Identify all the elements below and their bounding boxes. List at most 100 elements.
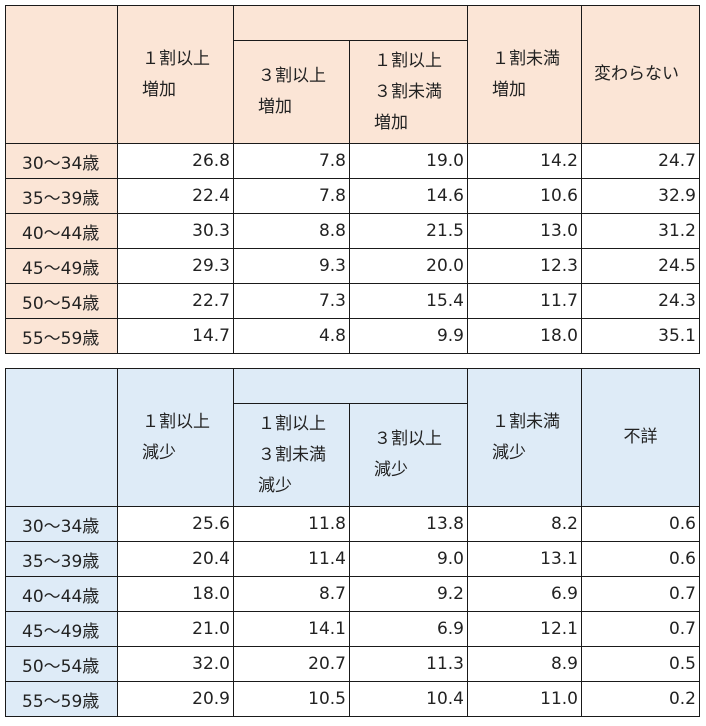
decrease-table: １割以上 減少 １割未満 減少 不詳 １割以上 ３割未満 減少 ３割以上 減少 … — [5, 368, 700, 717]
header-inc-col3: １割以上 ３割未満 増加 — [349, 40, 468, 144]
cell-value: 11.0 — [467, 681, 582, 717]
cell-value: 32.0 — [117, 646, 234, 682]
row-label: 50～54歳 — [5, 283, 118, 319]
row-label: 55～59歳 — [5, 681, 118, 717]
cell-value: 9.2 — [349, 576, 468, 612]
cell-value: 20.7 — [233, 646, 350, 682]
table-row: 35～39歳 20.4 11.4 9.0 13.1 0.6 — [5, 541, 700, 577]
table-row: 30～34歳 26.8 7.8 19.0 14.2 24.7 — [5, 143, 700, 179]
cell-value: 25.6 — [117, 506, 234, 542]
cell-value: 19.0 — [349, 143, 468, 179]
cell-value: 0.2 — [581, 681, 700, 717]
row-label: 40～44歳 — [5, 213, 118, 249]
cell-value: 14.2 — [467, 143, 582, 179]
table-row: 35～39歳 22.4 7.8 14.6 10.6 32.9 — [5, 178, 700, 214]
cell-value: 0.6 — [581, 541, 700, 577]
cell-value: 24.7 — [581, 143, 700, 179]
table-row: 30～34歳 25.6 11.8 13.8 8.2 0.6 — [5, 506, 700, 542]
cell-value: 10.5 — [233, 681, 350, 717]
cell-value: 20.0 — [349, 248, 468, 284]
cell-value: 20.9 — [117, 681, 234, 717]
header-dec-col5: 不詳 — [581, 368, 700, 507]
header-inc-col1: １割以上 増加 — [117, 5, 234, 144]
cell-value: 8.8 — [233, 213, 350, 249]
cell-value: 24.5 — [581, 248, 700, 284]
cell-value: 14.1 — [233, 611, 350, 647]
row-label: 50～54歳 — [5, 646, 118, 682]
cell-value: 9.3 — [233, 248, 350, 284]
table-row: 55～59歳 14.7 4.8 9.9 18.0 35.1 — [5, 318, 700, 354]
header-dec-col3: ３割以上 減少 — [349, 403, 468, 507]
cell-value: 18.0 — [467, 318, 582, 354]
cell-value: 11.4 — [233, 541, 350, 577]
row-label: 30～34歳 — [5, 143, 118, 179]
cell-value: 24.3 — [581, 283, 700, 319]
cell-value: 26.8 — [117, 143, 234, 179]
row-label: 40～44歳 — [5, 576, 118, 612]
cell-value: 30.3 — [117, 213, 234, 249]
cell-value: 14.7 — [117, 318, 234, 354]
table-row: 45～49歳 21.0 14.1 6.9 12.1 0.7 — [5, 611, 700, 647]
cell-value: 35.1 — [581, 318, 700, 354]
cell-value: 0.7 — [581, 576, 700, 612]
cell-value: 6.9 — [349, 611, 468, 647]
cell-value: 0.6 — [581, 506, 700, 542]
cell-value: 29.3 — [117, 248, 234, 284]
header-dec-col2: １割以上 ３割未満 減少 — [233, 403, 350, 507]
header-dec-col4: １割未満 減少 — [467, 368, 582, 507]
cell-value: 8.7 — [233, 576, 350, 612]
row-label: 35～39歳 — [5, 178, 118, 214]
row-label: 55～59歳 — [5, 318, 118, 354]
header-dec-group — [233, 368, 468, 404]
table-row: 45～49歳 29.3 9.3 20.0 12.3 24.5 — [5, 248, 700, 284]
cell-value: 10.4 — [349, 681, 468, 717]
cell-value: 6.9 — [467, 576, 582, 612]
cell-value: 0.5 — [581, 646, 700, 682]
cell-value: 12.3 — [467, 248, 582, 284]
table-row: 50～54歳 32.0 20.7 11.3 8.9 0.5 — [5, 646, 700, 682]
cell-value: 4.8 — [233, 318, 350, 354]
table-row: 50～54歳 22.7 7.3 15.4 11.7 24.3 — [5, 283, 700, 319]
header-corner — [5, 368, 118, 507]
cell-value: 11.7 — [467, 283, 582, 319]
row-label: 30～34歳 — [5, 506, 118, 542]
cell-value: 21.5 — [349, 213, 468, 249]
cell-value: 21.0 — [117, 611, 234, 647]
header-inc-group — [233, 5, 468, 41]
cell-value: 18.0 — [117, 576, 234, 612]
table-row: 40～44歳 30.3 8.8 21.5 13.0 31.2 — [5, 213, 700, 249]
table-row: 40～44歳 18.0 8.7 9.2 6.9 0.7 — [5, 576, 700, 612]
header-corner — [5, 5, 118, 144]
cell-value: 15.4 — [349, 283, 468, 319]
cell-value: 22.7 — [117, 283, 234, 319]
table-row: 55～59歳 20.9 10.5 10.4 11.0 0.2 — [5, 681, 700, 717]
header-inc-col5: 変わらない — [581, 5, 700, 144]
cell-value: 10.6 — [467, 178, 582, 214]
header-dec-col1: １割以上 減少 — [117, 368, 234, 507]
cell-value: 11.3 — [349, 646, 468, 682]
cell-value: 32.9 — [581, 178, 700, 214]
cell-value: 0.7 — [581, 611, 700, 647]
cell-value: 9.0 — [349, 541, 468, 577]
cell-value: 7.8 — [233, 178, 350, 214]
cell-value: 31.2 — [581, 213, 700, 249]
cell-value: 8.9 — [467, 646, 582, 682]
row-label: 35～39歳 — [5, 541, 118, 577]
cell-value: 20.4 — [117, 541, 234, 577]
cell-value: 13.8 — [349, 506, 468, 542]
cell-value: 14.6 — [349, 178, 468, 214]
cell-value: 8.2 — [467, 506, 582, 542]
cell-value: 7.3 — [233, 283, 350, 319]
row-label: 45～49歳 — [5, 248, 118, 284]
cell-value: 11.8 — [233, 506, 350, 542]
cell-value: 22.4 — [117, 178, 234, 214]
cell-value: 9.9 — [349, 318, 468, 354]
cell-value: 13.0 — [467, 213, 582, 249]
row-label: 45～49歳 — [5, 611, 118, 647]
cell-value: 13.1 — [467, 541, 582, 577]
cell-value: 7.8 — [233, 143, 350, 179]
increase-table: １割以上 増加 １割未満 増加 変わらない ３割以上 増加 １割以上 ３割未満 … — [5, 5, 700, 354]
header-inc-col4: １割未満 増加 — [467, 5, 582, 144]
header-inc-col2: ３割以上 増加 — [233, 40, 350, 144]
cell-value: 12.1 — [467, 611, 582, 647]
